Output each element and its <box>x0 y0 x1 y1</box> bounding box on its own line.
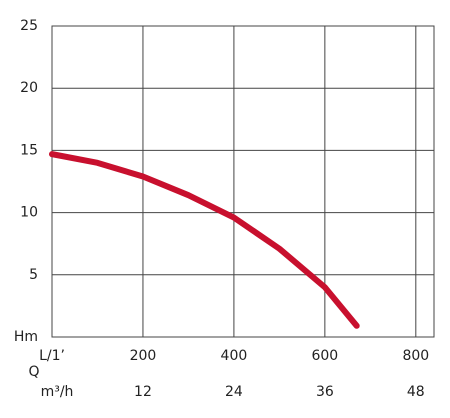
x2-tick-label: 48 <box>407 384 425 400</box>
x2-axis-label: Q <box>28 364 39 380</box>
y-tick-label: 25 <box>20 18 38 34</box>
curve <box>49 151 360 329</box>
y-tick-label: Hm <box>14 329 38 345</box>
x2-axis-unit: m³/h <box>41 384 74 400</box>
x-tick-label: 600 <box>311 348 338 364</box>
y-tick-label: 15 <box>20 142 38 158</box>
x-tick-label: 200 <box>130 348 157 364</box>
y-tick-label: 5 <box>29 267 38 283</box>
x2-tick-label: 12 <box>134 384 152 400</box>
y-tick-label: 10 <box>20 205 38 221</box>
y-tick-label: 20 <box>20 80 38 96</box>
x-tick-label: 800 <box>402 348 429 364</box>
x2-tick-label: 36 <box>316 384 334 400</box>
x-tick-label: L/1’ <box>39 348 65 364</box>
x-tick-label: 400 <box>221 348 248 364</box>
x2-tick-label: 24 <box>225 384 243 400</box>
plot-border <box>51 25 435 338</box>
